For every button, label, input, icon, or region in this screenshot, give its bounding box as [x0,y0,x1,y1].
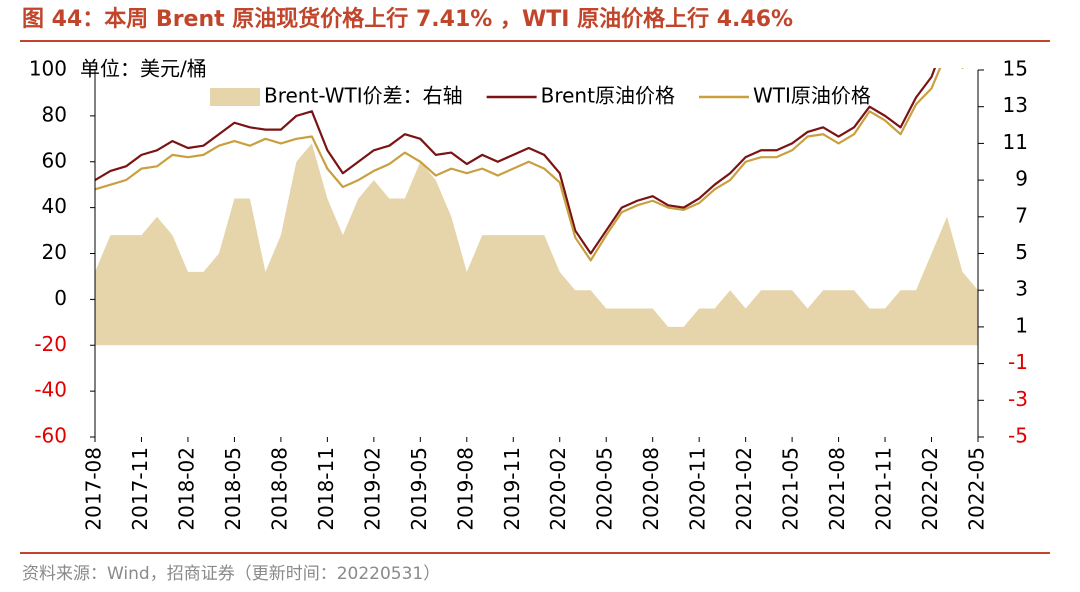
y-tick-label: -20 [34,332,67,356]
spread-area [95,143,978,346]
y2-tick-label: 3 [1015,277,1028,301]
y-tick-label: -60 [34,424,67,448]
price-line [95,68,937,255]
x-tick-label: 2021-05 [779,447,803,531]
y2-tick-label: 5 [1015,240,1028,264]
y-tick-label: 80 [42,102,67,126]
y2-tick-label: -1 [1008,350,1028,374]
legend-label: Brent原油价格 [541,84,675,108]
y2-tick-label: 13 [1003,93,1028,117]
unit-label: 单位：美元/桶 [80,57,207,81]
chart-title: 图 44：本周 Brent 原油现货价格上行 7.41% ，WTI 原油价格上行… [22,6,793,32]
x-tick-label: 2018-02 [174,447,198,531]
y-tick-label: 20 [42,240,67,264]
y2-tick-label: 9 [1015,167,1028,191]
x-tick-label: 2021-11 [872,447,896,531]
price-line [95,68,964,262]
legend-label: WTI原油价格 [753,84,871,108]
y-tick-label: 40 [42,194,67,218]
y-tick-label: -40 [34,378,67,402]
x-tick-label: 2017-11 [128,447,152,531]
y2-tick-label: 15 [1003,57,1028,81]
y-tick-label: 60 [42,148,67,172]
x-tick-label: 2018-05 [221,447,245,531]
x-tick-label: 2019-02 [360,447,384,531]
x-tick-label: 2017-08 [82,447,106,531]
x-tick-label: 2020-05 [593,447,617,531]
y2-tick-label: 7 [1015,203,1028,227]
y2-tick-label: -3 [1008,387,1028,411]
y-tick-label: 100 [29,57,67,81]
x-tick-label: 2021-08 [825,447,849,531]
x-tick-label: 2018-08 [267,447,291,531]
plot-area [95,68,978,346]
x-tick-label: 2022-02 [918,447,942,531]
y-tick-label: 0 [54,286,67,310]
x-tick-label: 2022-05 [965,447,989,531]
legend-swatch [210,88,260,106]
x-tick-label: 2018-11 [314,447,338,531]
y2-tick-label: 11 [1003,130,1028,154]
y2-tick-label: 1 [1015,313,1028,337]
source: 资料来源：Wind，招商证券（更新时间：20220531） [22,564,440,584]
x-tick-label: 2019-11 [500,447,524,531]
legend-label: Brent-WTI价差：右轴 [264,84,463,108]
x-tick-label: 2019-08 [453,447,477,531]
x-tick-label: 2020-08 [639,447,663,531]
y2-tick-label: -5 [1008,424,1028,448]
x-tick-label: 2020-11 [686,447,710,531]
x-tick-label: 2020-02 [546,447,570,531]
x-tick-label: 2019-05 [407,447,431,531]
x-tick-label: 2021-02 [732,447,756,531]
